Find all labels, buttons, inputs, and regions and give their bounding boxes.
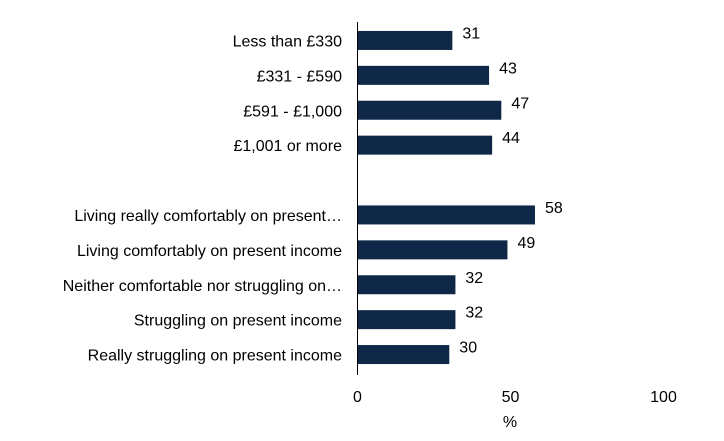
- category-label: £591 - £1,000: [243, 103, 342, 120]
- bar: [357, 100, 502, 120]
- x-axis-title: %: [503, 414, 517, 431]
- bars-group: [357, 30, 535, 365]
- category-label: Living really comfortably on present…: [74, 208, 342, 225]
- x-tick-label: 50: [502, 389, 520, 406]
- bar: [357, 345, 450, 365]
- value-label: 58: [545, 200, 563, 217]
- value-label: 43: [499, 60, 517, 77]
- category-label: £1,001 or more: [233, 138, 342, 155]
- value-label: 32: [465, 305, 483, 322]
- value-label: 31: [462, 25, 480, 42]
- bar: [357, 240, 508, 260]
- bar: [357, 30, 453, 50]
- x-tick-labels: 0 50 100: [353, 389, 677, 406]
- value-label: 49: [517, 235, 535, 252]
- category-label: £331 - £590: [257, 68, 343, 85]
- x-tick-label: 0: [353, 389, 362, 406]
- bar: [357, 205, 535, 225]
- category-labels: Less than £330 £331 - £590 £591 - £1,000 £1…: [63, 33, 342, 364]
- value-label: 44: [502, 130, 520, 147]
- category-label: Less than £330: [233, 33, 343, 50]
- x-tick-label: 100: [650, 389, 677, 406]
- category-label: Living comfortably on present income: [77, 243, 342, 260]
- category-label: Struggling on present income: [134, 313, 342, 330]
- value-labels: 31 43 47 44 58 49 32 32 30: [459, 25, 563, 356]
- category-label: Neither comfortable nor struggling on…: [63, 278, 342, 295]
- bar: [357, 275, 456, 295]
- value-label: 32: [465, 270, 483, 287]
- value-label: 47: [511, 95, 529, 112]
- bar: [357, 310, 456, 330]
- bar: [357, 65, 490, 85]
- value-label: 30: [459, 340, 477, 357]
- category-label: Really struggling on present income: [88, 348, 342, 365]
- bar: [357, 135, 493, 155]
